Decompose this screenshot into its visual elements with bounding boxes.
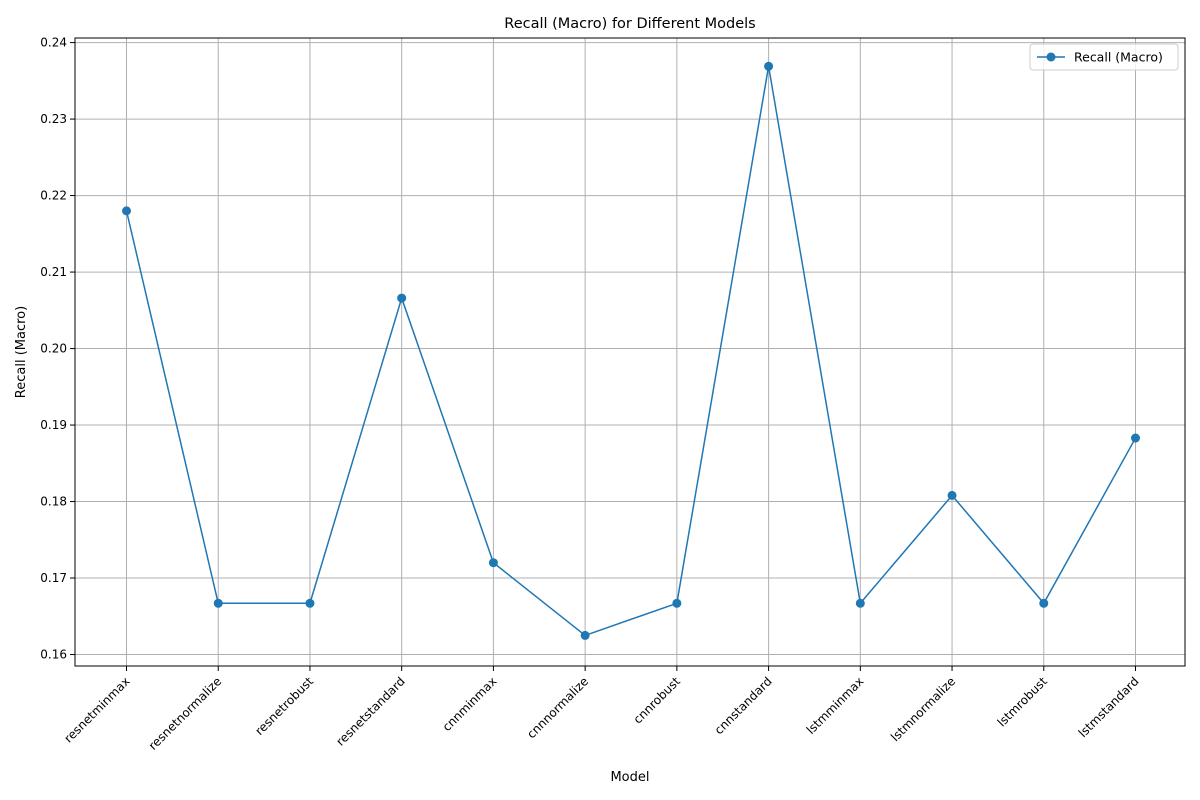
legend: Recall (Macro) <box>1029 43 1179 71</box>
y-tick-label: 0.23 <box>40 112 67 126</box>
plot-frame <box>74 37 1186 667</box>
data-point <box>764 61 774 71</box>
data-point <box>305 598 315 608</box>
data-point <box>855 598 865 608</box>
legend-box <box>1029 43 1179 71</box>
series-layer <box>122 61 1140 640</box>
y-tick-label: 0.24 <box>40 36 67 50</box>
data-point <box>213 598 223 608</box>
y-tick-label: 0.20 <box>40 342 67 356</box>
y-tick-label: 0.19 <box>40 418 67 432</box>
data-point <box>580 630 590 640</box>
data-point <box>488 558 498 568</box>
y-tick-label: 0.22 <box>40 189 67 203</box>
y-tick-label: 0.21 <box>40 265 67 279</box>
data-point <box>672 598 682 608</box>
legend-label: Recall (Macro) <box>1074 50 1163 65</box>
data-point <box>947 490 957 500</box>
legend-marker-swatch <box>1046 52 1056 62</box>
series-line <box>125 66 1137 637</box>
data-point <box>1131 433 1140 443</box>
y-tick-label: 0.17 <box>40 571 67 585</box>
chart-title: Recall (Macro) for Different Models <box>504 16 755 32</box>
grid-lines <box>75 38 1185 666</box>
data-point <box>1039 598 1049 608</box>
y-axis-label: Recall (Macro) <box>14 306 29 398</box>
data-point <box>397 293 407 303</box>
data-point <box>122 206 131 216</box>
y-axis-ticks: 0.16 0.17 0.18 0.19 0.20 0.21 0.22 0.23 0.24 <box>40 36 75 662</box>
x-axis-label: Model <box>610 770 649 785</box>
y-tick-label: 0.16 <box>40 648 67 662</box>
y-tick-label: 0.18 <box>40 495 67 509</box>
